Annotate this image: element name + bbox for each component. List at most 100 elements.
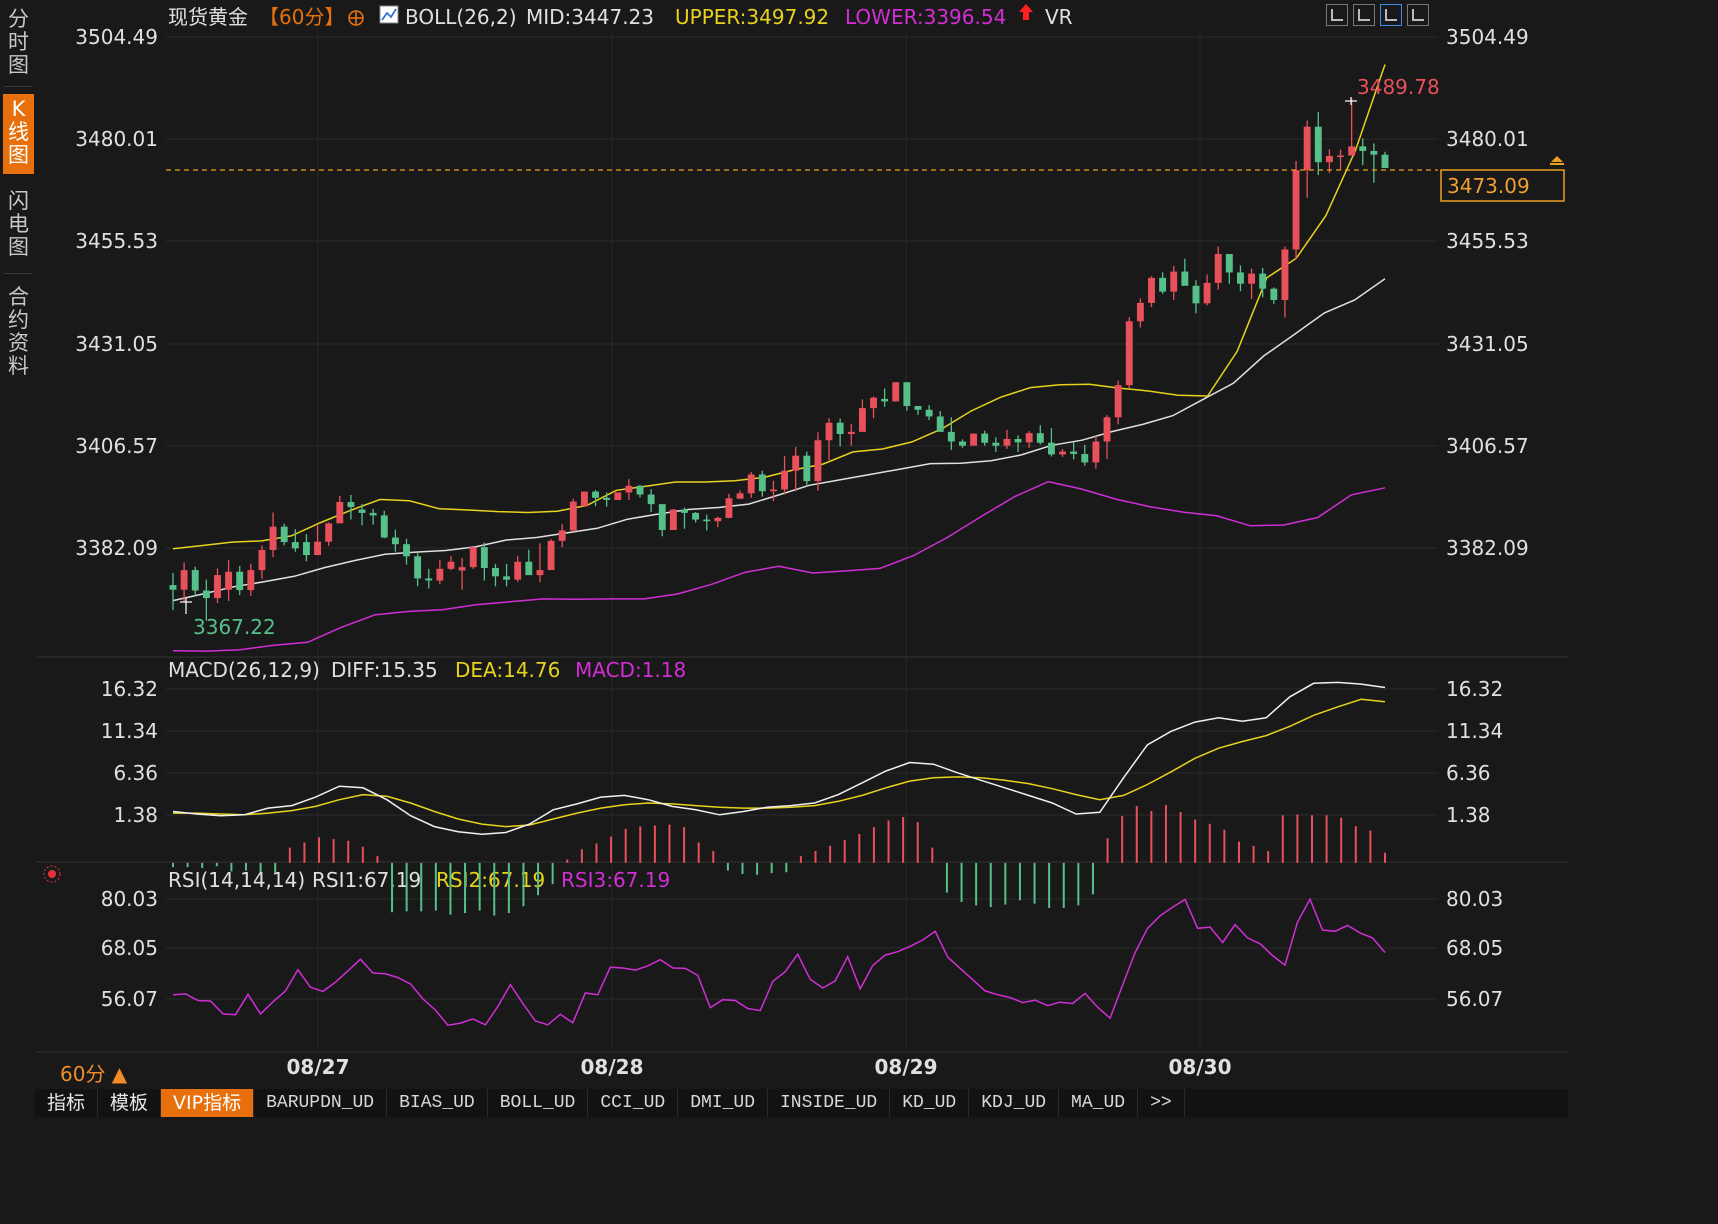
price-tick-right: 3455.53: [1446, 229, 1529, 253]
candle-body: [847, 431, 855, 434]
indicator-tab[interactable]: KDJ_UD: [969, 1089, 1060, 1117]
period-selector[interactable]: 60分 ▲: [60, 1062, 128, 1086]
indicator-tab[interactable]: 模板: [98, 1089, 162, 1117]
tab-timeshare[interactable]: 分时图: [8, 7, 29, 77]
price-tick-left: 3480.01: [75, 127, 158, 151]
candle-body: [970, 433, 978, 446]
candle-body: [1114, 385, 1122, 418]
candle-body: [903, 382, 911, 407]
indicator-tab[interactable]: >>: [1138, 1089, 1185, 1117]
macd-series: [172, 681, 1386, 916]
candle-body: [1225, 254, 1233, 273]
candle-body: [1381, 154, 1389, 169]
candle-body: [603, 497, 611, 500]
candlestick-icon[interactable]: [1380, 4, 1402, 26]
indicator-tab[interactable]: BARUPDN_UD: [254, 1089, 388, 1117]
candle-body: [758, 474, 766, 492]
bar-chart-icon[interactable]: [1353, 4, 1375, 26]
candle-body: [536, 570, 544, 576]
candle-body: [1125, 321, 1133, 386]
indicator-tab[interactable]: CCI_UD: [588, 1089, 679, 1117]
tab-flash-chart[interactable]: 闪电图: [8, 189, 29, 259]
candle-body: [202, 590, 210, 599]
candle-body: [1025, 433, 1033, 443]
candle-body: [492, 567, 499, 577]
sidebar-divider: [4, 273, 32, 274]
price-tick-left: 3431.05: [75, 332, 158, 356]
indicator-tab[interactable]: DMI_UD: [678, 1089, 768, 1117]
date-label: 08/30: [1169, 1055, 1232, 1079]
candle-body: [391, 537, 399, 545]
candle-body: [725, 498, 733, 518]
indicator-tab[interactable]: BIAS_UD: [387, 1089, 488, 1117]
macd-dea: DEA:14.76: [455, 658, 560, 682]
macd-tick-left: 11.34: [101, 719, 158, 743]
candle-body: [1003, 438, 1011, 446]
candle-body: [781, 470, 789, 490]
macd-dea-line: [173, 698, 1386, 828]
candle-body: [436, 568, 444, 581]
indicator-tab[interactable]: KD_UD: [890, 1089, 970, 1117]
indicator-tab[interactable]: MA_UD: [1059, 1089, 1139, 1117]
low-price-label: 3367.22: [193, 615, 276, 639]
rsi-tick-right: 68.05: [1446, 936, 1503, 960]
candle-body: [1081, 454, 1089, 463]
line-icon[interactable]: [1407, 4, 1429, 26]
candle-body: [1092, 441, 1100, 463]
candle-body: [703, 519, 711, 522]
indicator-tab[interactable]: 指标: [35, 1089, 99, 1117]
price-axis: 3504.49 3480.01 3455.53 3431.05 3406.57 …: [75, 25, 1528, 560]
candle-body: [636, 485, 644, 495]
candle-body: [858, 408, 866, 432]
candle-body: [425, 578, 433, 581]
indicator-tab-bar: 指标 模板 VIP指标 BARUPDN_UD BIAS_UD BOLL_UD CCI_UD D…: [35, 1089, 1568, 1117]
candle-body: [947, 431, 955, 442]
crosshair-icon[interactable]: [1326, 4, 1348, 26]
candle-body: [1370, 150, 1378, 155]
settings-sun-icon[interactable]: [43, 865, 61, 883]
macd-header: MACD(26,12,9) DIFF:15.35 DEA:14.76 MACD:…: [168, 658, 686, 682]
candles: [169, 98, 1389, 621]
candle-body: [369, 512, 377, 516]
indicator-chart-icon[interactable]: [379, 5, 399, 24]
candle-body: [1303, 126, 1311, 171]
candle-body: [236, 571, 244, 591]
add-target-icon[interactable]: [348, 10, 364, 26]
high-price-label: 3489.78: [1357, 75, 1440, 99]
candle-body: [525, 561, 533, 576]
price-tick-right: 3504.49: [1446, 25, 1529, 49]
candle-body: [1136, 302, 1144, 322]
boll-mid: MID:3447.23: [526, 5, 654, 29]
indicator-tab[interactable]: BOLL_UD: [488, 1089, 589, 1117]
macd-axis: 16.32 11.34 6.36 1.38 16.32 11.34 6.36 1…: [101, 677, 1504, 827]
rsi-axis: 80.03 68.05 56.07 80.03 68.05 56.07: [101, 887, 1504, 1011]
candle-body: [1047, 442, 1055, 455]
macd-tick-left: 6.36: [113, 761, 158, 785]
date-label: 08/29: [875, 1055, 938, 1079]
indicator-tab[interactable]: INSIDE_UD: [768, 1089, 891, 1117]
macd-diff-line: [172, 681, 1386, 835]
boll-lower-line: [172, 480, 1386, 652]
rsi-tick-left: 56.07: [101, 987, 158, 1011]
tab-kline[interactable]: K线图: [3, 94, 34, 174]
candle-body: [336, 502, 344, 524]
candle-body: [325, 523, 333, 542]
kline-chart[interactable]: 现货黄金 【60分】 BOLL(26,2) MID:3447.23 UPPER:…: [0, 0, 1568, 1089]
rsi-line: [172, 897, 1386, 1027]
candle-body: [1148, 277, 1155, 303]
date-label: 08/27: [287, 1055, 350, 1079]
current-price-marker: 3473.09: [166, 156, 1565, 202]
candle-body: [681, 509, 688, 513]
candle-body: [503, 576, 511, 580]
candle-body: [247, 570, 255, 591]
rsi-tick-right: 56.07: [1446, 987, 1503, 1011]
candle-body: [825, 422, 833, 441]
tab-contract-info[interactable]: 合约资料: [8, 285, 29, 378]
candle-body: [1059, 451, 1066, 455]
boll-mid-line: [172, 278, 1386, 602]
candle-body: [514, 561, 522, 580]
candle-body: [1248, 273, 1256, 284]
indicator-tab[interactable]: VIP指标: [161, 1089, 255, 1117]
candle-body: [981, 433, 989, 443]
candle-body: [1159, 277, 1167, 292]
